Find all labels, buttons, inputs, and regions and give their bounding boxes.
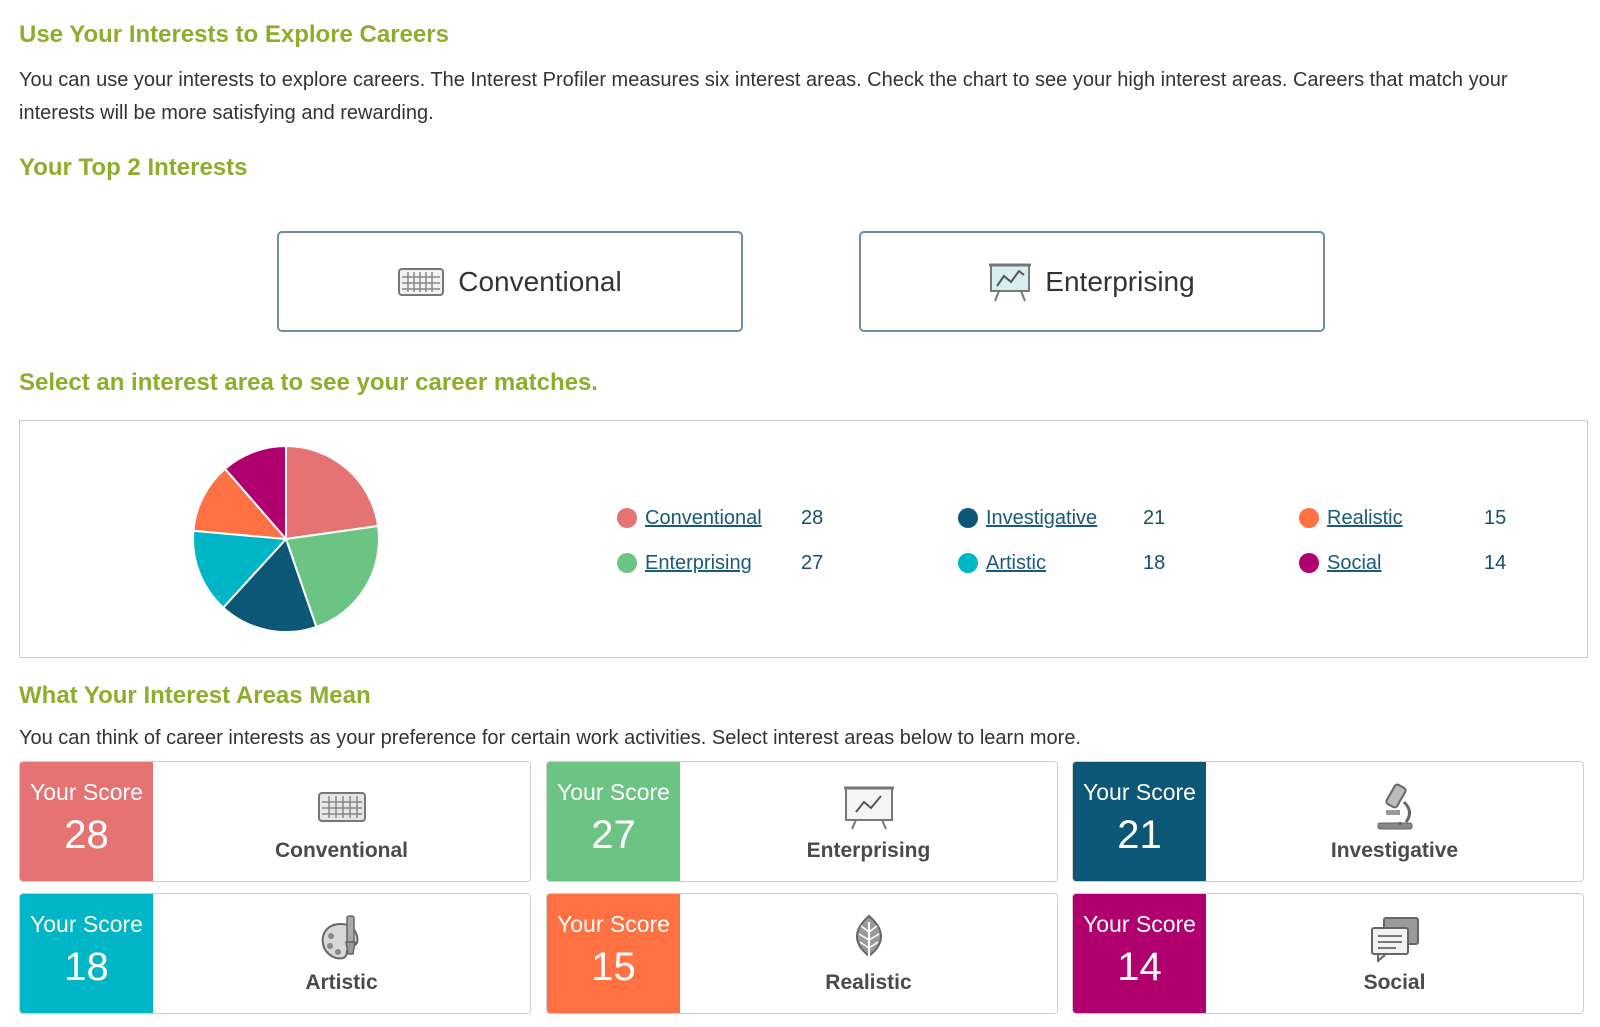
presentation-chart-icon bbox=[989, 262, 1032, 302]
score-label: Your Score bbox=[1083, 911, 1196, 937]
pie-slice-social[interactable] bbox=[223, 444, 287, 542]
top-interest-label: Conventional bbox=[458, 265, 622, 297]
score-value: 15 bbox=[591, 945, 636, 989]
pie-slice-investigative[interactable] bbox=[221, 537, 318, 633]
legend-item-artistic[interactable]: Artistic bbox=[958, 550, 1046, 576]
score-card-enterprising[interactable]: Your Score 27 Enterprising bbox=[546, 761, 1058, 882]
pie-slice-conventional[interactable] bbox=[285, 444, 380, 541]
legend-value-artistic: 18 bbox=[1143, 552, 1166, 574]
interest-name: Investigative bbox=[1330, 838, 1459, 862]
legend-link-conventional[interactable]: Conventional bbox=[645, 506, 762, 529]
legend-value-social: 14 bbox=[1484, 552, 1507, 574]
score-block: Your Score 15 bbox=[547, 894, 680, 1013]
pie-slice-realistic[interactable] bbox=[192, 467, 289, 541]
microscope-icon bbox=[1367, 781, 1423, 833]
legend-value-enterprising: 27 bbox=[801, 552, 824, 574]
score-label: Your Score bbox=[30, 779, 143, 805]
score-value: 28 bbox=[64, 813, 109, 857]
interest-name: Social bbox=[1363, 970, 1426, 994]
score-block: Your Score 28 bbox=[20, 762, 153, 881]
legend-value-conventional: 28 bbox=[801, 507, 824, 529]
legend-link-realistic[interactable]: Realistic bbox=[1327, 506, 1403, 529]
interest-pie-chart bbox=[192, 444, 380, 633]
top-interest-label: Enterprising bbox=[1045, 265, 1195, 297]
legend-link-social[interactable]: Social bbox=[1327, 551, 1382, 574]
legend-value-realistic: 15 bbox=[1484, 507, 1507, 529]
score-block: Your Score 18 bbox=[20, 894, 153, 1013]
legend-dot bbox=[617, 508, 637, 528]
legend-item-social[interactable]: Social bbox=[1299, 550, 1381, 576]
top-interests-heading: Your Top 2 Interests bbox=[19, 154, 248, 181]
chat-bubbles-icon bbox=[1367, 913, 1423, 965]
legend-link-enterprising[interactable]: Enterprising bbox=[645, 551, 752, 574]
score-block: Your Score 21 bbox=[1073, 762, 1206, 881]
legend-value-investigative: 21 bbox=[1143, 507, 1166, 529]
score-card-conventional[interactable]: Your Score 28 Conventional bbox=[19, 761, 531, 882]
keyboard-icon bbox=[398, 267, 445, 296]
score-card-investigative[interactable]: Your Score 21 Investigative bbox=[1072, 761, 1584, 882]
score-value: 21 bbox=[1117, 813, 1162, 857]
legend-dot bbox=[958, 508, 978, 528]
score-label: Your Score bbox=[30, 911, 143, 937]
legend-dot bbox=[958, 553, 978, 573]
interest-chart-panel: Conventional 28 Enterprising 27 Investig… bbox=[19, 420, 1588, 658]
pie-slice-artistic[interactable] bbox=[192, 529, 289, 610]
interest-name: Conventional bbox=[274, 838, 408, 862]
select-interest-heading: Select an interest area to see your care… bbox=[19, 369, 598, 396]
score-value: 18 bbox=[64, 945, 109, 989]
presentation-chart-icon bbox=[841, 781, 897, 833]
score-value: 14 bbox=[1117, 945, 1162, 989]
legend-link-investigative[interactable]: Investigative bbox=[986, 506, 1098, 529]
palette-icon bbox=[314, 913, 370, 965]
legend-item-enterprising[interactable]: Enterprising bbox=[617, 550, 752, 576]
interest-areas-heading: What Your Interest Areas Mean bbox=[19, 682, 371, 709]
interest-name: Enterprising bbox=[806, 838, 931, 862]
interest-name: Realistic bbox=[825, 970, 912, 994]
top-interest-enterprising-button[interactable]: Enterprising bbox=[859, 231, 1325, 332]
keyboard-icon bbox=[314, 781, 370, 833]
score-block: Your Score 14 bbox=[1073, 894, 1206, 1013]
legend-dot bbox=[617, 553, 637, 573]
score-block: Your Score 27 bbox=[547, 762, 680, 881]
score-label: Your Score bbox=[1083, 779, 1196, 805]
intro-text: You can use your interests to explore ca… bbox=[19, 69, 1508, 124]
page-title: Use Your Interests to Explore Careers bbox=[19, 21, 449, 48]
legend-dot bbox=[1299, 553, 1319, 573]
interest-name: Artistic bbox=[305, 970, 378, 994]
score-label: Your Score bbox=[557, 779, 670, 805]
legend-link-artistic[interactable]: Artistic bbox=[986, 551, 1046, 574]
score-card-artistic[interactable]: Your Score 18 Artistic bbox=[19, 893, 531, 1014]
interest-areas-text: You can think of career interests as you… bbox=[19, 727, 1081, 749]
leaf-icon bbox=[841, 913, 897, 965]
score-card-realistic[interactable]: Your Score 15 Realistic bbox=[546, 893, 1058, 1014]
legend-dot bbox=[1299, 508, 1319, 528]
legend-item-conventional[interactable]: Conventional bbox=[617, 505, 762, 531]
score-label: Your Score bbox=[557, 911, 670, 937]
top-interest-conventional-button[interactable]: Conventional bbox=[277, 231, 743, 332]
score-value: 27 bbox=[591, 813, 636, 857]
legend-item-realistic[interactable]: Realistic bbox=[1299, 505, 1403, 531]
legend-item-investigative[interactable]: Investigative bbox=[958, 505, 1097, 531]
pie-slice-enterprising[interactable] bbox=[284, 524, 380, 629]
score-card-social[interactable]: Your Score 14 Social bbox=[1072, 893, 1584, 1014]
